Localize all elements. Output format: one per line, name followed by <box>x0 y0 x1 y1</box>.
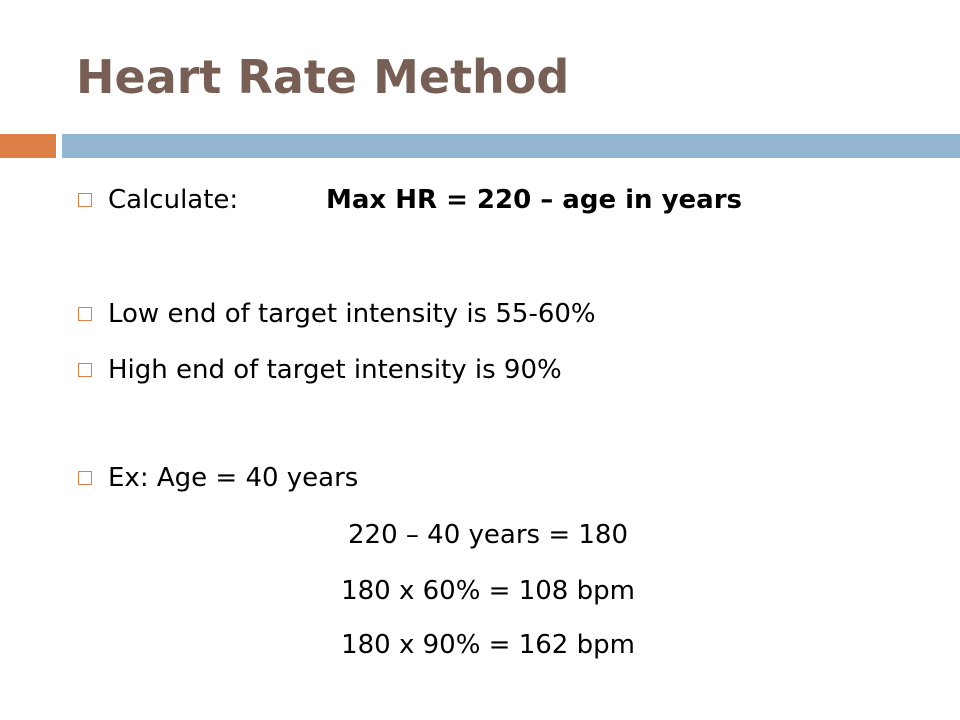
title-accent-bar-orange <box>0 134 56 158</box>
example-line-low-bpm: 180 x 60% = 108 bpm <box>341 576 635 606</box>
calculate-label: Calculate: <box>108 185 239 215</box>
example-line-high-bpm: 180 x 90% = 162 bpm <box>341 630 635 660</box>
title-accent-bar-blue <box>62 134 960 158</box>
example-line-max-hr: 220 – 40 years = 180 <box>348 520 628 550</box>
hollow-square-bullet-icon <box>78 307 92 321</box>
bullet-example: Ex: Age = 40 years <box>108 463 359 493</box>
bullet-low-end: Low end of target intensity is 55-60% <box>108 299 596 329</box>
hollow-square-bullet-icon <box>78 193 92 207</box>
bullet-calculate: Calculate: Max HR = 220 – age in years <box>108 180 742 220</box>
bullet-high-end: High end of target intensity is 90% <box>108 355 562 385</box>
hollow-square-bullet-icon <box>78 471 92 485</box>
slide-title: Heart Rate Method <box>76 50 570 104</box>
hollow-square-bullet-icon <box>78 363 92 377</box>
max-hr-formula: Max HR = 220 – age in years <box>326 185 743 215</box>
